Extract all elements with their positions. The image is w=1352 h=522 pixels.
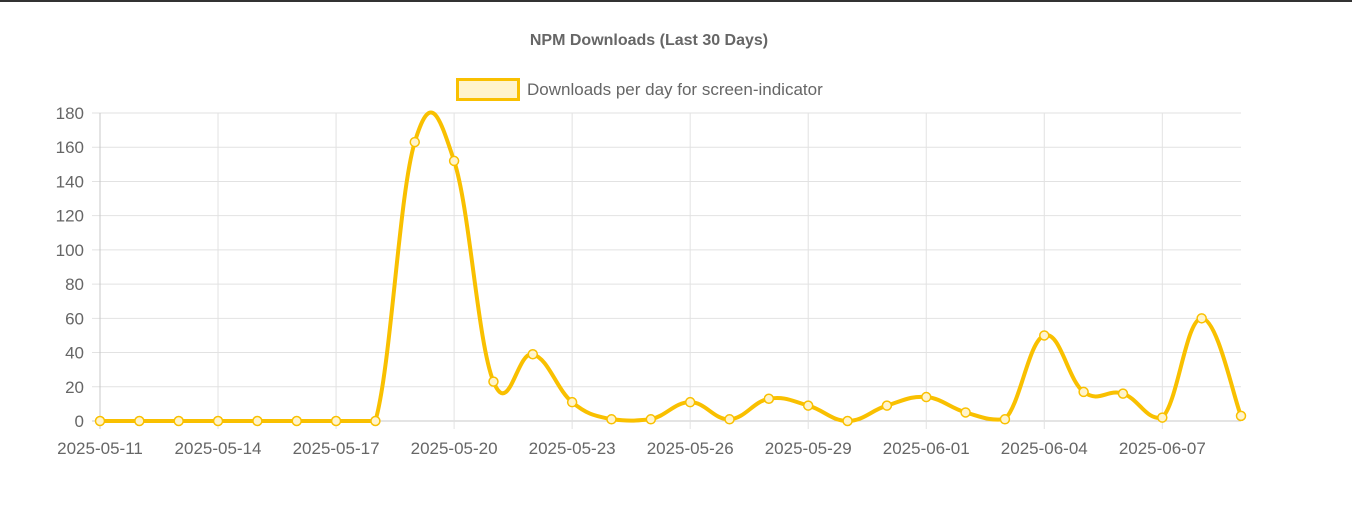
data-point[interactable] [920, 391, 932, 403]
data-point[interactable] [370, 415, 381, 427]
legend-swatch [456, 78, 520, 101]
data-point[interactable] [1039, 330, 1050, 341]
x-tick-label: 2025-05-17 [293, 439, 380, 458]
data-point[interactable] [1235, 410, 1247, 422]
data-point[interactable] [527, 349, 539, 360]
data-point[interactable] [330, 415, 342, 427]
chart-title: NPM Downloads (Last 30 Days) [530, 32, 768, 49]
data-point[interactable] [802, 400, 814, 411]
y-axis: 0 20 40 60 80 100 120 140 160 180 [56, 104, 84, 431]
data-point[interactable] [763, 393, 775, 405]
data-point[interactable] [488, 376, 499, 387]
x-tick-label: 2025-06-01 [883, 439, 970, 458]
y-tick-label: 180 [56, 104, 84, 123]
y-tick-label: 80 [65, 275, 84, 294]
y-tick-label: 160 [56, 138, 84, 157]
data-point[interactable] [173, 415, 184, 427]
data-point[interactable] [724, 414, 735, 425]
x-tick-label: 2025-06-07 [1119, 439, 1206, 458]
data-point[interactable] [645, 414, 657, 425]
data-point[interactable] [1117, 388, 1129, 399]
data-point[interactable] [134, 415, 145, 427]
y-tick-label: 40 [65, 344, 84, 363]
y-tick-label: 100 [56, 241, 84, 260]
top-border [0, 0, 1352, 2]
legend-label: Downloads per day for screen-indicator [527, 80, 823, 99]
data-point[interactable] [252, 415, 263, 427]
y-tick-label: 120 [56, 207, 84, 226]
data-point[interactable] [448, 155, 460, 167]
x-tick-label: 2025-05-23 [529, 439, 616, 458]
series-line [98, 110, 1243, 423]
x-tick-label: 2025-05-14 [175, 439, 262, 458]
legend[interactable]: Downloads per day for screen-indicator [456, 78, 824, 101]
data-point[interactable] [1196, 313, 1207, 324]
y-tick-label: 140 [56, 172, 84, 191]
data-point[interactable] [1078, 386, 1089, 398]
x-tick-label: 2025-06-04 [1001, 439, 1088, 458]
y-tick-label: 60 [65, 309, 84, 328]
data-point[interactable] [842, 415, 853, 427]
data-points [94, 136, 1247, 427]
x-tick-label: 2025-05-26 [647, 439, 734, 458]
data-point[interactable] [960, 407, 971, 418]
data-point[interactable] [1157, 412, 1168, 423]
data-point[interactable] [881, 400, 893, 411]
data-point[interactable] [606, 414, 617, 425]
data-point[interactable] [566, 396, 578, 408]
x-tick-label: 2025-05-20 [411, 439, 498, 458]
x-axis: 2025-05-11 2025-05-14 2025-05-17 2025-05-20… [57, 439, 1206, 458]
y-tick-label: 0 [75, 412, 84, 431]
data-point[interactable] [999, 414, 1011, 425]
data-point[interactable] [291, 415, 302, 427]
y-tick-label: 20 [65, 378, 84, 397]
grid-lines [92, 112, 1241, 429]
data-point[interactable] [212, 415, 224, 427]
x-tick-label: 2025-05-11 [57, 439, 143, 458]
data-point[interactable] [684, 396, 696, 408]
data-point[interactable] [94, 415, 106, 427]
x-tick-label: 2025-05-29 [765, 439, 852, 458]
data-point[interactable] [409, 136, 421, 148]
